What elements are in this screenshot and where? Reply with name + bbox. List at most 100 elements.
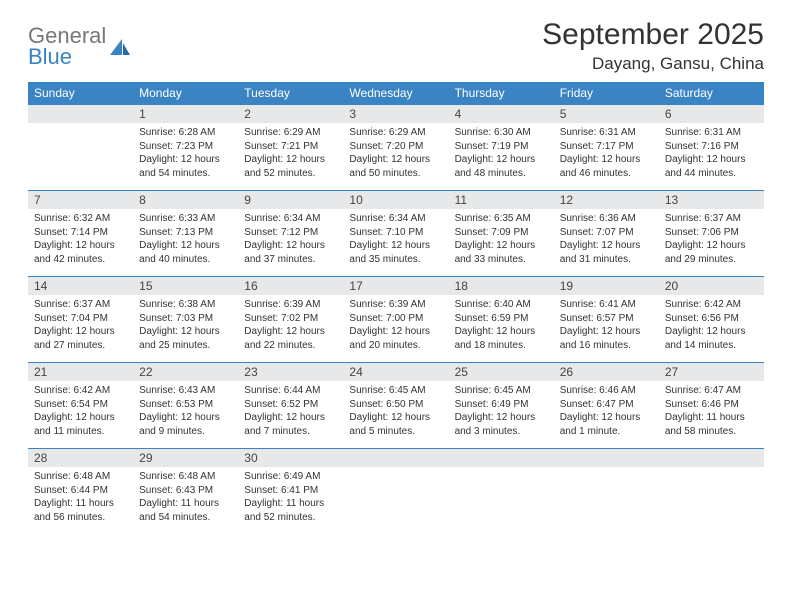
day-number: 20 <box>659 277 764 296</box>
daylight-text: Daylight: 12 hours and 35 minutes. <box>349 239 442 266</box>
brand-word-2: Blue <box>28 44 72 69</box>
sunset-text: Sunset: 7:14 PM <box>34 226 127 240</box>
daylight-text: Daylight: 11 hours and 54 minutes. <box>139 497 232 524</box>
sunrise-text: Sunrise: 6:41 AM <box>560 298 653 312</box>
month-title: September 2025 <box>542 18 764 52</box>
weekday-header: Sunday <box>28 82 133 105</box>
day-cell <box>554 467 659 534</box>
day-cell <box>449 467 554 534</box>
sunset-text: Sunset: 7:10 PM <box>349 226 442 240</box>
day-number: 14 <box>28 277 133 296</box>
sunset-text: Sunset: 6:52 PM <box>244 398 337 412</box>
daylight-text: Daylight: 12 hours and 9 minutes. <box>139 411 232 438</box>
day-number <box>343 449 448 468</box>
sunset-text: Sunset: 6:41 PM <box>244 484 337 498</box>
day-number: 16 <box>238 277 343 296</box>
day-number <box>659 449 764 468</box>
sunset-text: Sunset: 7:07 PM <box>560 226 653 240</box>
daylight-text: Daylight: 12 hours and 14 minutes. <box>665 325 758 352</box>
day-cell: Sunrise: 6:31 AMSunset: 7:17 PMDaylight:… <box>554 123 659 191</box>
day-cell: Sunrise: 6:48 AMSunset: 6:43 PMDaylight:… <box>133 467 238 534</box>
day-number: 30 <box>238 449 343 468</box>
calendar-body: 123456Sunrise: 6:28 AMSunset: 7:23 PMDay… <box>28 105 764 535</box>
content-row: Sunrise: 6:32 AMSunset: 7:14 PM Daylight:… <box>28 209 764 277</box>
day-cell: Sunrise: 6:39 AMSunset: 7:00 PMDaylight:… <box>343 295 448 363</box>
day-number: 5 <box>554 105 659 124</box>
day-number: 21 <box>28 363 133 382</box>
daylight-text: Daylight: 12 hours and 5 minutes. <box>349 411 442 438</box>
weekday-header: Friday <box>554 82 659 105</box>
day-number: 15 <box>133 277 238 296</box>
sunrise-text: Sunrise: 6:49 AM <box>244 470 337 484</box>
daylight-text: Daylight: 12 hours and 52 minutes. <box>244 153 337 180</box>
sunset-text: Sunset: 6:59 PM <box>455 312 548 326</box>
sunrise-text: Sunrise: 6:34 AM <box>349 212 442 226</box>
daylight-text: Daylight: 11 hours and 52 minutes. <box>244 497 337 524</box>
sunset-text: Sunset: 6:49 PM <box>455 398 548 412</box>
day-number: 8 <box>133 191 238 210</box>
sunset-text: Sunset: 6:46 PM <box>665 398 758 412</box>
sunrise-text: Sunrise: 6:37 AM <box>665 212 758 226</box>
location-text: Dayang, Gansu, China <box>542 54 764 74</box>
sunrise-text: Sunrise: 6:30 AM <box>455 126 548 140</box>
day-number: 18 <box>449 277 554 296</box>
sunrise-text: Sunrise: 6:31 AM <box>560 126 653 140</box>
daylight-text: Daylight: 12 hours and 37 minutes. <box>244 239 337 266</box>
day-cell: Sunrise: 6:44 AMSunset: 6:52 PMDaylight:… <box>238 381 343 449</box>
daynum-row: 78910111213 <box>28 191 764 210</box>
day-number: 23 <box>238 363 343 382</box>
sunset-text: Sunset: 7:09 PM <box>455 226 548 240</box>
calendar-page: General Blue September 2025 Dayang, Gans… <box>0 0 792 552</box>
sunrise-text: Sunrise: 6:29 AM <box>244 126 337 140</box>
day-number: 6 <box>659 105 764 124</box>
day-cell: Sunrise: 6:39 AMSunset: 7:02 PMDaylight:… <box>238 295 343 363</box>
content-row: Sunrise: 6:48 AMSunset: 6:44 PMDaylight:… <box>28 467 764 534</box>
content-row: Sunrise: 6:42 AMSunset: 6:54 PMDaylight:… <box>28 381 764 449</box>
sunrise-text: Sunrise: 6:37 AM <box>34 298 127 312</box>
daylight-text: Daylight: 12 hours and 44 minutes. <box>665 153 758 180</box>
day-cell <box>659 467 764 534</box>
sunrise-text: Sunrise: 6:43 AM <box>139 384 232 398</box>
day-cell: Sunrise: 6:30 AMSunset: 7:19 PMDaylight:… <box>449 123 554 191</box>
sunrise-text: Sunrise: 6:47 AM <box>665 384 758 398</box>
daynum-row: 14151617181920 <box>28 277 764 296</box>
day-number <box>554 449 659 468</box>
day-number: 13 <box>659 191 764 210</box>
daylight-text: Daylight: 11 hours and 58 minutes. <box>665 411 758 438</box>
sunrise-text: Sunrise: 6:35 AM <box>455 212 548 226</box>
sunset-text: Sunset: 7:06 PM <box>665 226 758 240</box>
daylight-text: Daylight: 12 hours and 7 minutes. <box>244 411 337 438</box>
weekday-header-row: Sunday Monday Tuesday Wednesday Thursday… <box>28 82 764 105</box>
day-number: 2 <box>238 105 343 124</box>
day-cell: Sunrise: 6:37 AMSunset: 7:04 PMDaylight:… <box>28 295 133 363</box>
daylight-text: Daylight: 12 hours and 54 minutes. <box>139 153 232 180</box>
sunset-text: Sunset: 7:17 PM <box>560 140 653 154</box>
daylight-text: Daylight: 12 hours and 40 minutes. <box>139 239 232 266</box>
sunrise-text: Sunrise: 6:32 AM <box>34 212 127 226</box>
daylight-text: Daylight: 12 hours and 1 minute. <box>560 411 653 438</box>
day-number: 10 <box>343 191 448 210</box>
daylight-text: Daylight: 12 hours and 20 minutes. <box>349 325 442 352</box>
daylight-text: Daylight: 12 hours and 29 minutes. <box>665 239 758 266</box>
sunset-text: Sunset: 6:47 PM <box>560 398 653 412</box>
day-cell: Sunrise: 6:34 AMSunset: 7:10 PMDaylight:… <box>343 209 448 277</box>
day-cell: Sunrise: 6:31 AMSunset: 7:16 PMDaylight:… <box>659 123 764 191</box>
day-cell: Sunrise: 6:32 AMSunset: 7:14 PMDaylight:… <box>28 209 133 277</box>
daylight-text: Daylight: 12 hours and 18 minutes. <box>455 325 548 352</box>
day-number: 24 <box>343 363 448 382</box>
day-number: 17 <box>343 277 448 296</box>
sunrise-text: Sunrise: 6:33 AM <box>139 212 232 226</box>
brand-text: General Blue <box>28 26 106 68</box>
day-number: 27 <box>659 363 764 382</box>
sunset-text: Sunset: 6:44 PM <box>34 484 127 498</box>
sail-icon <box>108 37 132 57</box>
calendar-table: Sunday Monday Tuesday Wednesday Thursday… <box>28 82 764 534</box>
daylight-text: Daylight: 12 hours and 22 minutes. <box>244 325 337 352</box>
sunrise-text: Sunrise: 6:46 AM <box>560 384 653 398</box>
day-cell <box>28 123 133 191</box>
content-row: Sunrise: 6:37 AMSunset: 7:04 PMDaylight:… <box>28 295 764 363</box>
day-number: 25 <box>449 363 554 382</box>
sunrise-text: Sunrise: 6:36 AM <box>560 212 653 226</box>
sunrise-text: Sunrise: 6:31 AM <box>665 126 758 140</box>
day-cell: Sunrise: 6:37 AMSunset: 7:06 PMDaylight:… <box>659 209 764 277</box>
